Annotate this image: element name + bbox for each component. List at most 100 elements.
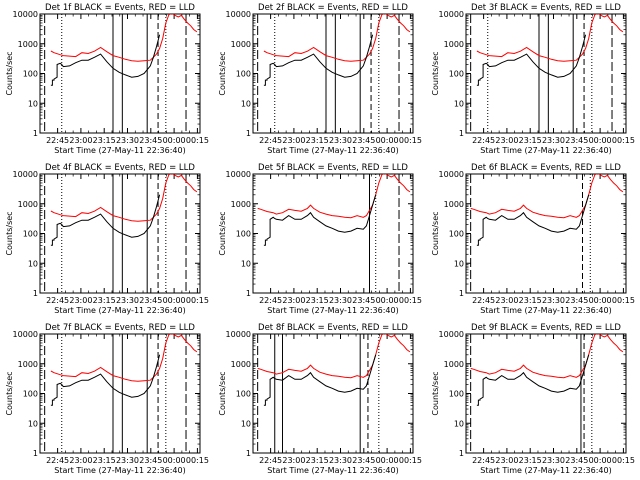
y-tick-label: 1000 [231,200,251,209]
x-tick-label: 23:15 [93,456,116,465]
plot-frame [465,333,627,454]
x-axis-label: Start Time (27-May-11 22:36:40) [267,146,398,155]
y-axis-label: Counts/sec [5,51,14,95]
x-tick-label: 23:15 [93,296,116,305]
y-axis-label: Counts/sec [431,51,440,95]
y-tick-label: 10000 [439,330,464,339]
x-tick-label: 00:00 [163,456,186,465]
plot-frame [465,173,627,294]
y-tick-label: 10000 [226,330,251,339]
y-tick-label: 1 [459,449,464,458]
y-tick-label: 1000 [18,360,38,369]
y-tick-label: 1 [246,289,251,298]
detector-panel-9: 1 10 100 1000 10000 22:45 23:00 23:15 23:30 23:45… [431,323,635,475]
x-axis-label: Start Time (27-May-11 22:36:40) [480,306,611,315]
events-series-line [50,354,161,406]
x-tick-label: 23:45 [565,296,588,305]
events-series-line [263,34,374,86]
events-series-line [476,354,590,406]
x-tick-label: 23:00 [69,296,92,305]
y-tick-label: 1 [246,129,251,138]
x-tick-label: 00:15 [612,136,635,145]
y-tick-label: 10000 [13,330,38,339]
x-tick-label: 23:30 [116,136,139,145]
y-tick-label: 10 [28,259,38,268]
x-tick-label: 00:15 [186,296,209,305]
y-tick-label: 1000 [18,40,38,49]
y-tick-label: 10 [241,99,251,108]
y-axis-label: Counts/sec [5,211,14,255]
x-tick-label: 22:45 [46,136,69,145]
x-tick-label: 23:30 [116,456,139,465]
y-tick-label: 100 [23,390,38,399]
y-tick-label: 100 [236,70,251,79]
x-tick-label: 00:00 [589,136,612,145]
x-tick-label: 23:00 [495,456,518,465]
panel-title: Det 4f BLACK = Events, RED = LLD [45,163,195,173]
x-axis-label: Start Time (27-May-11 22:36:40) [480,146,611,155]
x-tick-label: 23:15 [306,136,329,145]
x-tick-label: 00:00 [589,456,612,465]
x-tick-label: 23:15 [519,136,542,145]
x-axis-label: Start Time (27-May-11 22:36:40) [54,146,185,155]
events-series-line [50,34,161,86]
y-tick-label: 1000 [231,40,251,49]
x-tick-label: 23:15 [519,296,542,305]
y-axis-label: Counts/sec [218,211,227,255]
x-tick-label: 23:45 [565,136,588,145]
plot-frame [39,333,201,454]
x-tick-label: 22:45 [472,456,495,465]
x-tick-label: 23:00 [495,136,518,145]
x-tick-label: 23:45 [139,456,162,465]
y-tick-label: 10000 [13,10,38,19]
x-tick-label: 23:15 [93,136,116,145]
events-series-line [476,194,590,246]
lld-series-line [50,14,198,62]
x-tick-label: 23:00 [69,456,92,465]
x-tick-label: 00:15 [612,456,635,465]
detector-panel-1: 1 10 100 1000 10000 22:45 23:00 23:15 23:30 23:45… [5,3,209,155]
y-tick-label: 10 [241,419,251,428]
y-tick-label: 10000 [439,170,464,179]
x-axis-label: Start Time (27-May-11 22:36:40) [267,306,398,315]
y-tick-label: 1 [33,129,38,138]
y-tick-label: 10 [241,259,251,268]
lld-series-line [257,174,411,219]
y-tick-label: 1000 [444,200,464,209]
x-tick-label: 23:15 [306,296,329,305]
y-axis-label: Counts/sec [431,211,440,255]
x-tick-label: 00:00 [589,296,612,305]
detector-panel-7: 1 10 100 1000 10000 22:45 23:00 23:15 23:30 23:45… [5,323,209,475]
lld-series-line [50,174,198,222]
detector-panel-4: 1 10 100 1000 10000 22:45 23:00 23:15 23:30 23:45… [5,163,209,315]
x-tick-label: 23:00 [282,136,305,145]
panel-title: Det 1f BLACK = Events, RED = LLD [45,3,195,13]
y-tick-label: 1 [33,289,38,298]
panel-title: Det 8f BLACK = Events, RED = LLD [258,323,408,333]
y-tick-label: 100 [23,230,38,239]
panel-title: Det 9f BLACK = Events, RED = LLD [471,323,621,333]
x-tick-label: 23:30 [542,456,565,465]
y-tick-label: 10 [454,259,464,268]
x-tick-label: 23:15 [519,456,542,465]
x-tick-label: 00:00 [376,136,399,145]
x-tick-label: 23:30 [329,136,352,145]
detector-panel-8: 1 10 100 1000 10000 22:45 23:00 23:15 23:30 23:45… [218,323,422,475]
x-tick-label: 00:15 [399,296,422,305]
x-tick-label: 00:15 [186,456,209,465]
events-series-line [263,194,377,246]
x-tick-label: 22:45 [46,296,69,305]
x-tick-label: 00:15 [612,296,635,305]
x-tick-label: 23:45 [352,456,375,465]
events-series-line [476,34,587,86]
events-series-line [50,194,161,246]
x-tick-label: 22:45 [259,456,282,465]
y-tick-label: 10000 [439,10,464,19]
x-tick-label: 23:00 [69,136,92,145]
x-tick-label: 23:30 [542,136,565,145]
y-tick-label: 100 [449,230,464,239]
x-tick-label: 23:00 [282,296,305,305]
x-tick-label: 23:45 [565,456,588,465]
x-tick-label: 22:45 [259,136,282,145]
plot-frame [39,13,201,134]
